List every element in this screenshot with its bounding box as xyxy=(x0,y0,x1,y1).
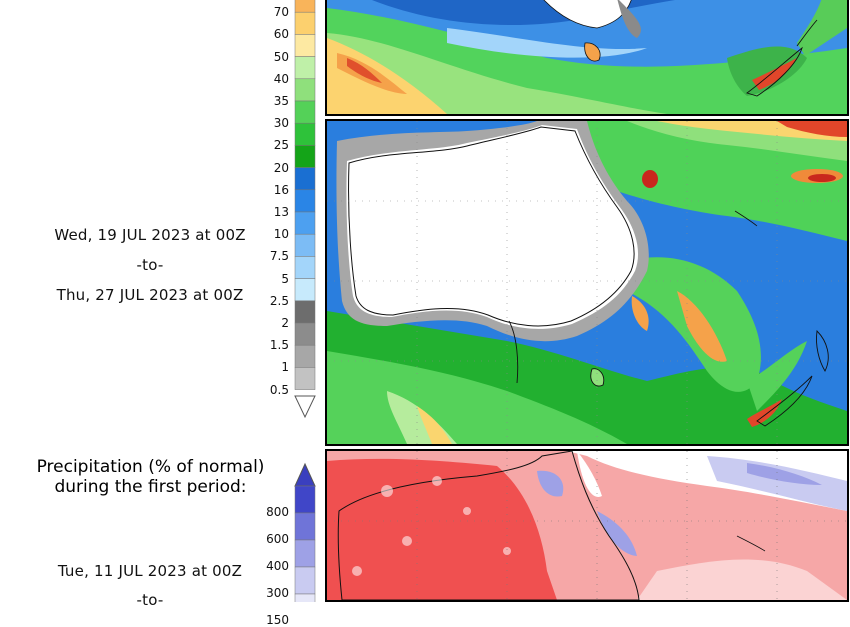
colorbar-segment xyxy=(294,34,316,57)
colorbar-segment xyxy=(294,485,316,514)
colorbar-tick-label: 5 xyxy=(281,271,289,286)
map-panel-percent-normal xyxy=(325,449,849,602)
colorbar-tick-label: 70 xyxy=(273,5,289,20)
colorbar-tick-label: 13 xyxy=(273,205,289,219)
colorbar-tick-label: 10 xyxy=(273,227,289,242)
colorbar-tick-label: 40 xyxy=(273,71,289,86)
colorbar-segment xyxy=(294,322,316,346)
colorbar-upper-arrow xyxy=(294,462,316,487)
colorbar-segment xyxy=(294,0,316,13)
period-separator: -to- xyxy=(136,256,164,274)
colorbar-tick-label: 30 xyxy=(273,116,289,131)
period-start-label: Wed, 19 JUL 2023 at 00Z xyxy=(54,226,246,244)
percent-period-start-label: Tue, 11 JUL 2023 at 00Z xyxy=(57,562,243,580)
precip-colorbar xyxy=(294,0,316,419)
legend-title-line1: Precipitation (% of normal) xyxy=(36,457,265,477)
colorbar-segment xyxy=(294,122,316,146)
colorbar-segment xyxy=(294,189,316,213)
colorbar-tick-label: 400 xyxy=(266,559,289,573)
colorbar-tick-label: 600 xyxy=(266,532,289,546)
colorbar-tick-label: 800 xyxy=(266,505,289,519)
colorbar-tick-label: 150 xyxy=(266,613,289,627)
colorbar-lower-arrow xyxy=(294,395,316,419)
colorbar-segment xyxy=(294,78,316,102)
colorbar-segment xyxy=(294,256,316,279)
colorbar-segment xyxy=(294,167,316,191)
colorbar-tick-label: 25 xyxy=(273,138,289,153)
colorbar-segment xyxy=(294,367,316,390)
colorbar-tick-label: 16 xyxy=(273,182,289,197)
colorbar-tick-label: 35 xyxy=(273,94,289,108)
colorbar-segment xyxy=(294,593,316,602)
map-panel-top-partial xyxy=(325,0,849,116)
colorbar-segment xyxy=(294,278,316,302)
colorbar-segment xyxy=(294,300,316,324)
colorbar-tick-label: 20 xyxy=(273,160,289,175)
colorbar-segment xyxy=(294,233,316,257)
colorbar-tick-label: 7.5 xyxy=(269,249,289,264)
colorbar-segment xyxy=(294,56,316,80)
colorbar-tick-label: 1.5 xyxy=(269,338,289,353)
colorbar-segment xyxy=(294,512,316,541)
map-panel-main xyxy=(325,119,849,446)
colorbar-tick-label: 300 xyxy=(266,586,289,600)
colorbar-tick-label: 50 xyxy=(273,49,289,64)
colorbar-tick-label: 1 xyxy=(281,360,289,375)
colorbar-segment xyxy=(294,566,316,595)
legend-title-line2: during the first period: xyxy=(54,477,247,497)
colorbar-tick-label: 60 xyxy=(273,27,289,42)
colorbar-tick-label: 2 xyxy=(281,316,289,330)
colorbar-segment xyxy=(294,100,316,124)
colorbar-segment xyxy=(294,539,316,568)
colorbar-segment xyxy=(294,211,316,235)
colorbar-segment xyxy=(294,11,316,35)
colorbar-segment xyxy=(294,344,316,368)
colorbar-tick-label: 0.5 xyxy=(269,382,289,397)
period-end-label: Thu, 27 JUL 2023 at 00Z xyxy=(56,286,244,304)
percent-colorbar xyxy=(294,462,316,602)
colorbar-tick-label: 2.5 xyxy=(269,293,289,308)
colorbar-segment xyxy=(294,145,316,168)
